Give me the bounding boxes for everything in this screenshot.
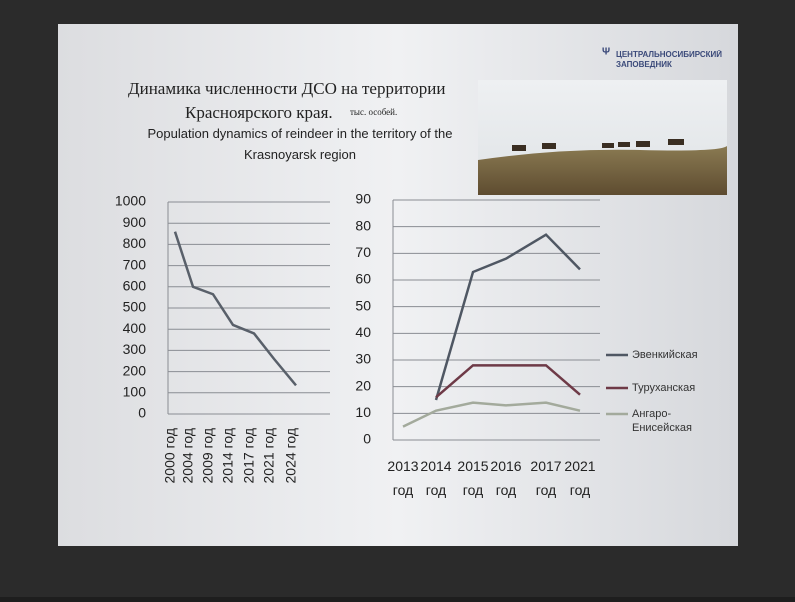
y-tick-label: 1000 <box>115 193 146 209</box>
y-tick-label: 700 <box>123 256 147 272</box>
y-tick-label: 80 <box>355 217 371 233</box>
slide-title: Динамика численности ДСО на территории <box>128 79 445 98</box>
x-tick-label: 2014 год <box>420 458 452 498</box>
y-tick-label: 10 <box>355 404 371 420</box>
legend-label: Эвенкийская <box>632 349 698 361</box>
data-line <box>434 233 581 401</box>
y-tick-label: 200 <box>123 362 147 378</box>
x-tick-label-box: 2015 год <box>457 458 489 498</box>
y-tick-label: 300 <box>123 341 147 357</box>
slide-title-2: Красноярского края. <box>185 103 333 122</box>
x-tick-label: 2009 год <box>200 428 216 483</box>
logo-mark: Ψ <box>602 47 610 58</box>
photo-ground <box>478 146 727 195</box>
x-tick-label: 2016 год <box>490 458 522 498</box>
y-tick-label: 0 <box>363 431 371 447</box>
unit: тыс. особей. <box>350 107 397 117</box>
x-tick-label: 2017 год <box>241 428 257 483</box>
y-tick-label: 90 <box>355 191 371 207</box>
y-tick-label: 50 <box>355 297 371 313</box>
subtitle-box: Population dynamics of reindeer in the t… <box>147 126 453 162</box>
x-tick-label: 2004 год <box>180 428 196 483</box>
x-tick-label: 2017 год <box>530 458 562 498</box>
y-tick-label: 40 <box>355 324 371 340</box>
x-tick-label: 2024 год <box>283 428 299 483</box>
legend-label-box: Туруханская <box>632 382 696 394</box>
y-tick-label: 60 <box>355 271 371 287</box>
legend-label-box: Эвенкийская <box>632 349 698 361</box>
legend-label-box: Ангаро-Енисейская <box>632 408 692 434</box>
legend-label: Ангаро-Енисейская <box>632 408 692 434</box>
logo-box: ЦЕНТРАЛЬНОСИБИРСКИЙ ЗАПОВЕДНИК <box>616 50 723 69</box>
y-tick-label: 100 <box>123 384 147 400</box>
data-line <box>402 401 581 428</box>
y-tick-label: 400 <box>123 320 147 336</box>
y-tick-label: 600 <box>123 278 147 294</box>
x-tick-label: 2021 год <box>564 458 596 498</box>
logo-text: ЦЕНТРАЛЬНОСИБИРСКИЙ ЗАПОВЕДНИК <box>616 50 723 69</box>
x-tick-label-box: 2017 год <box>530 458 562 498</box>
legend-label: Туруханская <box>632 382 696 394</box>
x-tick-label-box: 2021 год <box>564 458 596 498</box>
y-tick-label: 30 <box>355 351 371 367</box>
reindeer <box>512 139 684 151</box>
y-tick-label: 500 <box>123 299 147 315</box>
x-tick-label-box: 2013 год <box>387 458 419 498</box>
x-tick-label: 2014 год <box>220 428 236 483</box>
x-tick-label: 2013 год <box>387 458 419 498</box>
y-tick-label: 800 <box>123 235 147 251</box>
y-tick-label: 900 <box>123 214 147 230</box>
x-tick-label: 2021 год <box>261 428 277 483</box>
y-tick-label: 0 <box>138 405 146 421</box>
y-tick-label: 20 <box>355 377 371 393</box>
data-line <box>173 231 297 387</box>
x-tick-label: 2015 год <box>457 458 489 498</box>
y-tick-label: 70 <box>355 244 371 260</box>
data-line <box>435 364 581 399</box>
x-tick-label-box: 2014 год <box>420 458 452 498</box>
subtitle: Population dynamics of reindeer in the t… <box>147 126 453 162</box>
x-tick-label: 2000 год <box>162 428 178 483</box>
x-tick-label-box: 2016 год <box>490 458 522 498</box>
